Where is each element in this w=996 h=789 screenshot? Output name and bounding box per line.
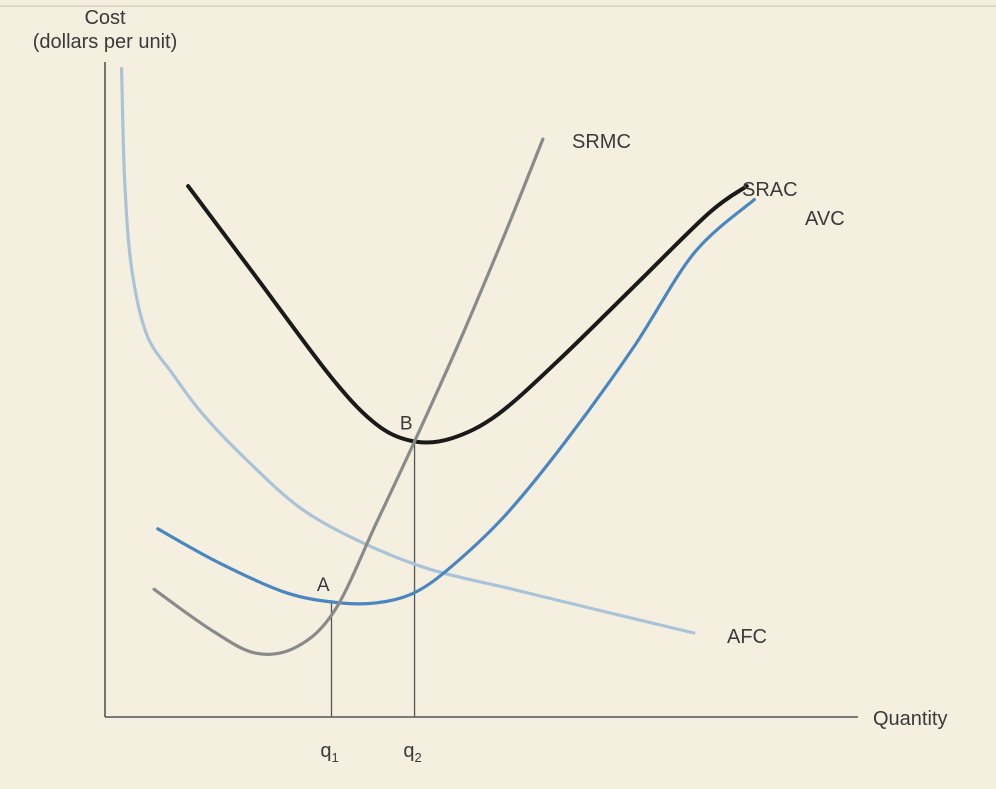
curve-srac [186,184,749,445]
curve-srmc [152,137,545,656]
point-labels: AB [317,413,413,595]
x-tick-subscript: 1 [331,750,338,765]
point-label-a: A [317,575,330,596]
curve-label-afc: AFC [727,626,767,648]
x-tick-base: q [320,740,331,762]
curve-afc [120,66,696,635]
curve-labels: AFC AVC SRAC SRMC [572,131,845,648]
curve-label-avc: AVC [805,208,845,230]
x-tick-subscript: 2 [414,750,421,765]
reference-lines [330,441,416,717]
point-label-b: B [400,413,413,434]
curve-avc [156,198,756,606]
x-axis-title: Quantity [873,708,947,730]
x-tick-label-q2: q2 [403,740,421,765]
axes [104,62,858,718]
y-axis-title: Cost (dollars per unit) [33,7,178,53]
tick-labels: q1 q2 [320,740,421,765]
curve-label-srmc: SRMC [572,131,631,153]
curve-label-srac: SRAC [742,179,798,201]
x-tick-base: q [403,740,414,762]
curves [120,66,756,656]
x-tick-label-q1: q1 [320,740,338,765]
